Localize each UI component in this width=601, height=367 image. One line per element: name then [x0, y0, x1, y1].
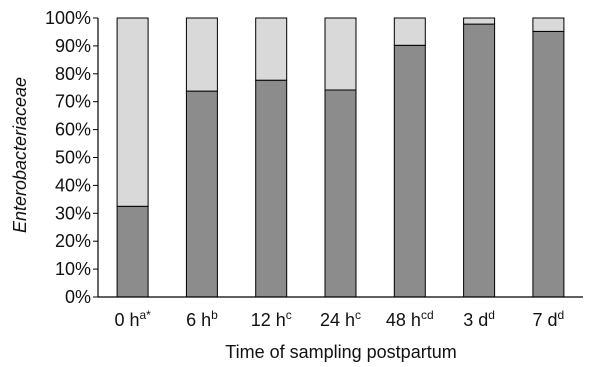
bars-group — [116, 17, 565, 298]
y-tick-label: 60% — [55, 120, 91, 140]
x-tick-label: 12 hc — [251, 308, 292, 330]
x-tick-label: 0 ha* — [114, 308, 151, 330]
bar-segment-7-1 — [532, 30, 565, 298]
bar-segment-7-2 — [532, 17, 565, 32]
bar-segment-2-1 — [185, 90, 218, 298]
bar-segment-4-1 — [324, 89, 357, 298]
x-tick-label: 24 hc — [320, 308, 361, 330]
y-tick-label: 30% — [55, 203, 91, 223]
bar-segment-5-1 — [393, 44, 426, 298]
y-tick-label: 100% — [45, 8, 91, 28]
y-tick-label: 80% — [55, 64, 91, 84]
y-tick-label: 0% — [65, 287, 91, 307]
y-tick-label: 90% — [55, 36, 91, 56]
bar-segment-6-2 — [463, 17, 496, 25]
bar-segment-1-1 — [116, 205, 149, 298]
y-tick-label: 40% — [55, 175, 91, 195]
x-tick-label: 48 hcd — [386, 308, 434, 330]
y-tick-label: 70% — [55, 92, 91, 112]
x-tick-labels: 0 ha* 6 hb 12 hc 24 hc 48 hcd 3 dd 7 dd — [114, 308, 564, 330]
bar-segment-6-1 — [463, 23, 496, 298]
bar-segment-3-2 — [255, 17, 288, 81]
y-tick-labels: 0% 10% 20% 30% 40% 50% 60% 70% 80% 90% 100% — [45, 8, 91, 307]
y-axis-title: Enterobacteriaceae — [10, 77, 30, 233]
bar-segment-1-2 — [116, 17, 149, 207]
y-tick-label: 50% — [55, 148, 91, 168]
axes-group — [93, 17, 583, 298]
bar-segment-2-2 — [185, 17, 218, 92]
bar-segment-4-2 — [324, 17, 357, 91]
x-axis-title: Time of sampling postpartum — [225, 342, 456, 362]
x-tick-label: 6 hb — [186, 308, 218, 330]
x-tick-label: 3 dd — [463, 308, 495, 330]
y-tick-label: 10% — [55, 259, 91, 279]
x-tick-label: 7 dd — [532, 308, 564, 330]
bar-segment-3-1 — [255, 79, 288, 298]
bar-segment-5-2 — [393, 17, 426, 46]
y-tick-label: 20% — [55, 231, 91, 251]
